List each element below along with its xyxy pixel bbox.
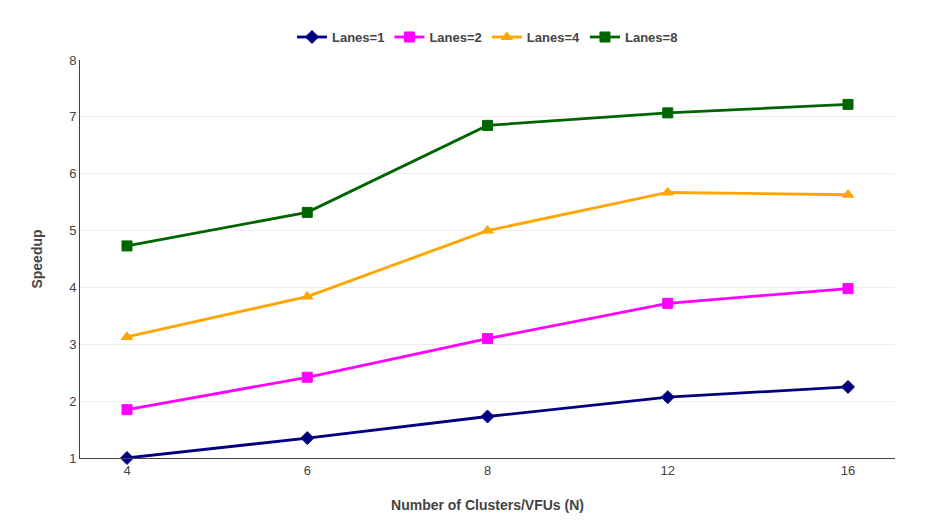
svg-text:Lanes=8: Lanes=8 (625, 30, 677, 45)
svg-text:8: 8 (69, 53, 76, 68)
svg-text:Speedup: Speedup (29, 229, 45, 288)
svg-text:12: 12 (661, 463, 675, 478)
svg-text:5: 5 (69, 223, 76, 238)
svg-text:6: 6 (304, 463, 311, 478)
svg-text:Lanes=1: Lanes=1 (332, 30, 384, 45)
svg-text:2: 2 (69, 394, 76, 409)
svg-text:8: 8 (484, 463, 491, 478)
svg-text:6: 6 (69, 166, 76, 181)
svg-text:16: 16 (841, 463, 855, 478)
svg-text:Lanes=2: Lanes=2 (429, 30, 481, 45)
svg-text:1: 1 (69, 451, 76, 466)
svg-text:Lanes=4: Lanes=4 (527, 30, 580, 45)
svg-text:7: 7 (69, 109, 76, 124)
svg-text:4: 4 (69, 280, 76, 295)
svg-text:3: 3 (69, 337, 76, 352)
svg-text:Number of Clusters/VFUs (N): Number of Clusters/VFUs (N) (391, 497, 584, 513)
svg-text:4: 4 (123, 463, 130, 478)
